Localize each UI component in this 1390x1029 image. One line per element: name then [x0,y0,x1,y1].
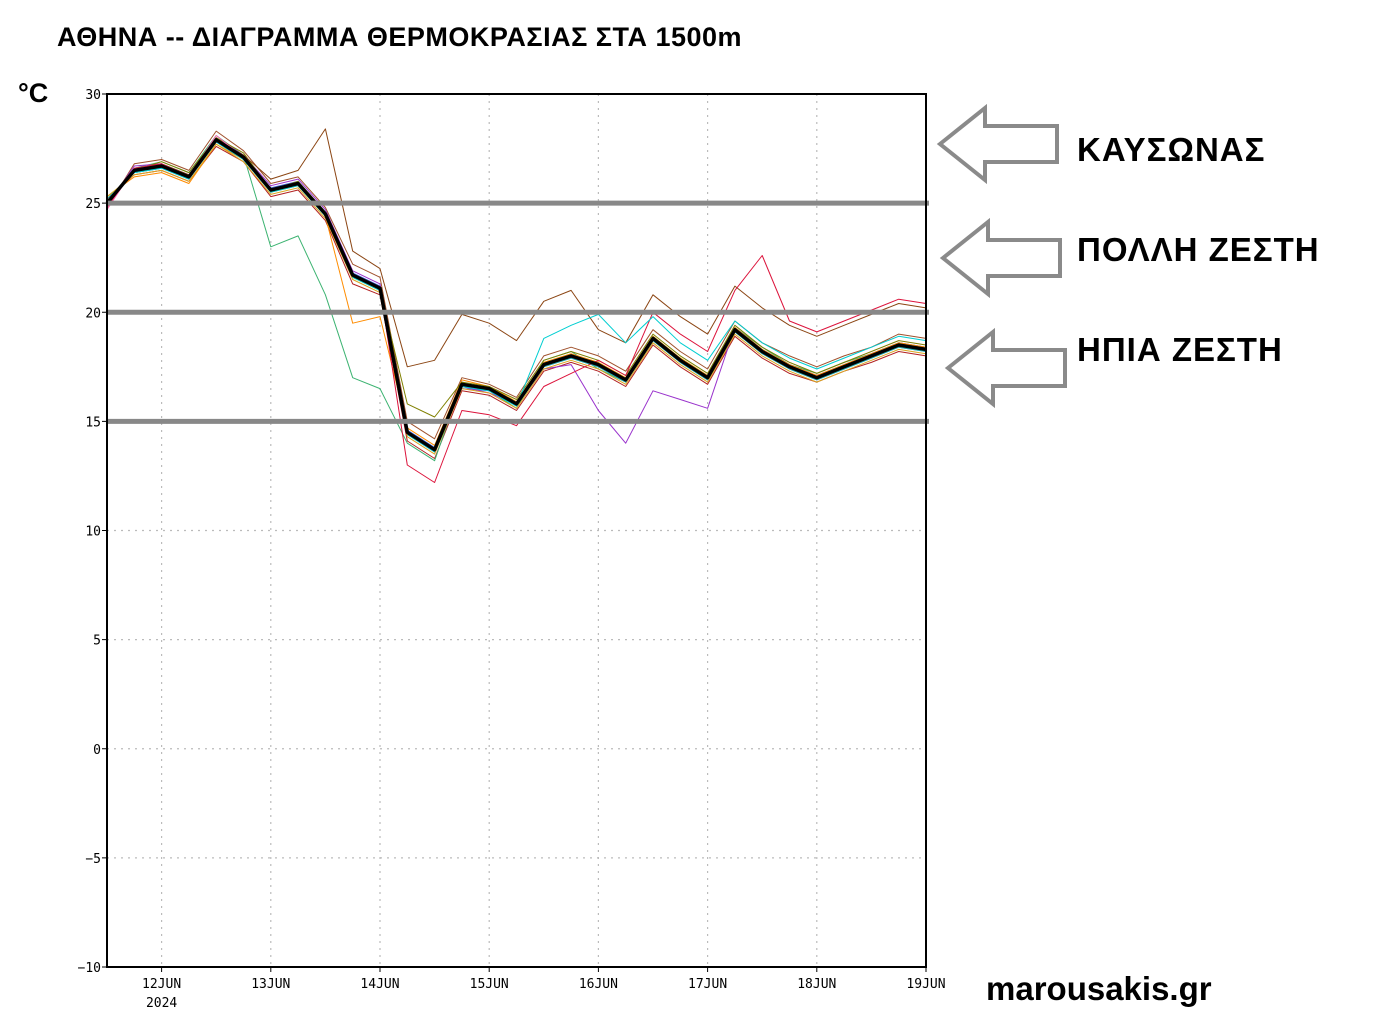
mean-series [105,138,927,452]
x-tick-label: 19JUN [906,977,945,992]
axis-ticks: −10 −5 0 5 10 15 20 25 30 12JUN 2024 13JUN 14JUN 15JU… [78,88,946,1011]
y-tick-label: 20 [85,306,101,321]
series-line-member [106,145,927,459]
y-tick-label: 25 [85,197,101,212]
y-tick-label: 0 [93,743,101,758]
ensemble-series [106,128,927,483]
threshold-lines [107,200,929,424]
band-label-heatwave: ΚΑΥΣΩΝΑΣ [1077,131,1266,168]
band-arrows [936,103,1067,409]
series-line-mean [105,138,927,452]
x-tick-label: 13JUN [251,977,290,992]
watermark: marousakis.gr [986,970,1212,1007]
x-tick-label: 12JUN [142,977,181,992]
y-tick-label: 5 [93,634,101,649]
y-tick-label: 10 [85,525,101,540]
x-tick-sublabel: 2024 [146,996,177,1011]
y-tick-label: 15 [85,415,101,430]
y-tick-label: −5 [85,852,101,867]
series-line-member [106,137,927,418]
series-line-member [106,143,927,455]
series-line-member [106,143,927,446]
band-label-very-hot: ΠΟΛΛΗ ΖΕΣΤΗ [1077,231,1320,268]
band-label-mild: ΗΠΙΑ ΖΕΣΤΗ [1077,331,1283,368]
plot-frame [106,93,927,968]
y-axis-unit-label: °C [18,78,49,108]
x-tick-label: 17JUN [688,977,727,992]
x-tick-label: 15JUN [470,977,509,992]
x-tick-label: 14JUN [360,977,399,992]
x-tick-label: 16JUN [579,977,618,992]
arrow-left-icon [939,217,1062,299]
chart-grid [107,94,926,967]
chart-title: ΑΘΗΝΑ -- ΔΙΑΓΡΑΜΜΑ ΘΕΡΜΟΚΡΑΣΙΑΣ ΣΤΑ 1500… [57,22,743,52]
arrow-left-icon [936,103,1059,185]
arrow-left-icon [944,327,1067,409]
series-line-member [106,130,927,440]
x-tick-label: 18JUN [797,977,836,992]
series-line-member [106,128,927,368]
y-tick-label: 30 [85,88,101,103]
series-line-member [106,135,927,462]
y-tick-label: −10 [78,961,101,976]
